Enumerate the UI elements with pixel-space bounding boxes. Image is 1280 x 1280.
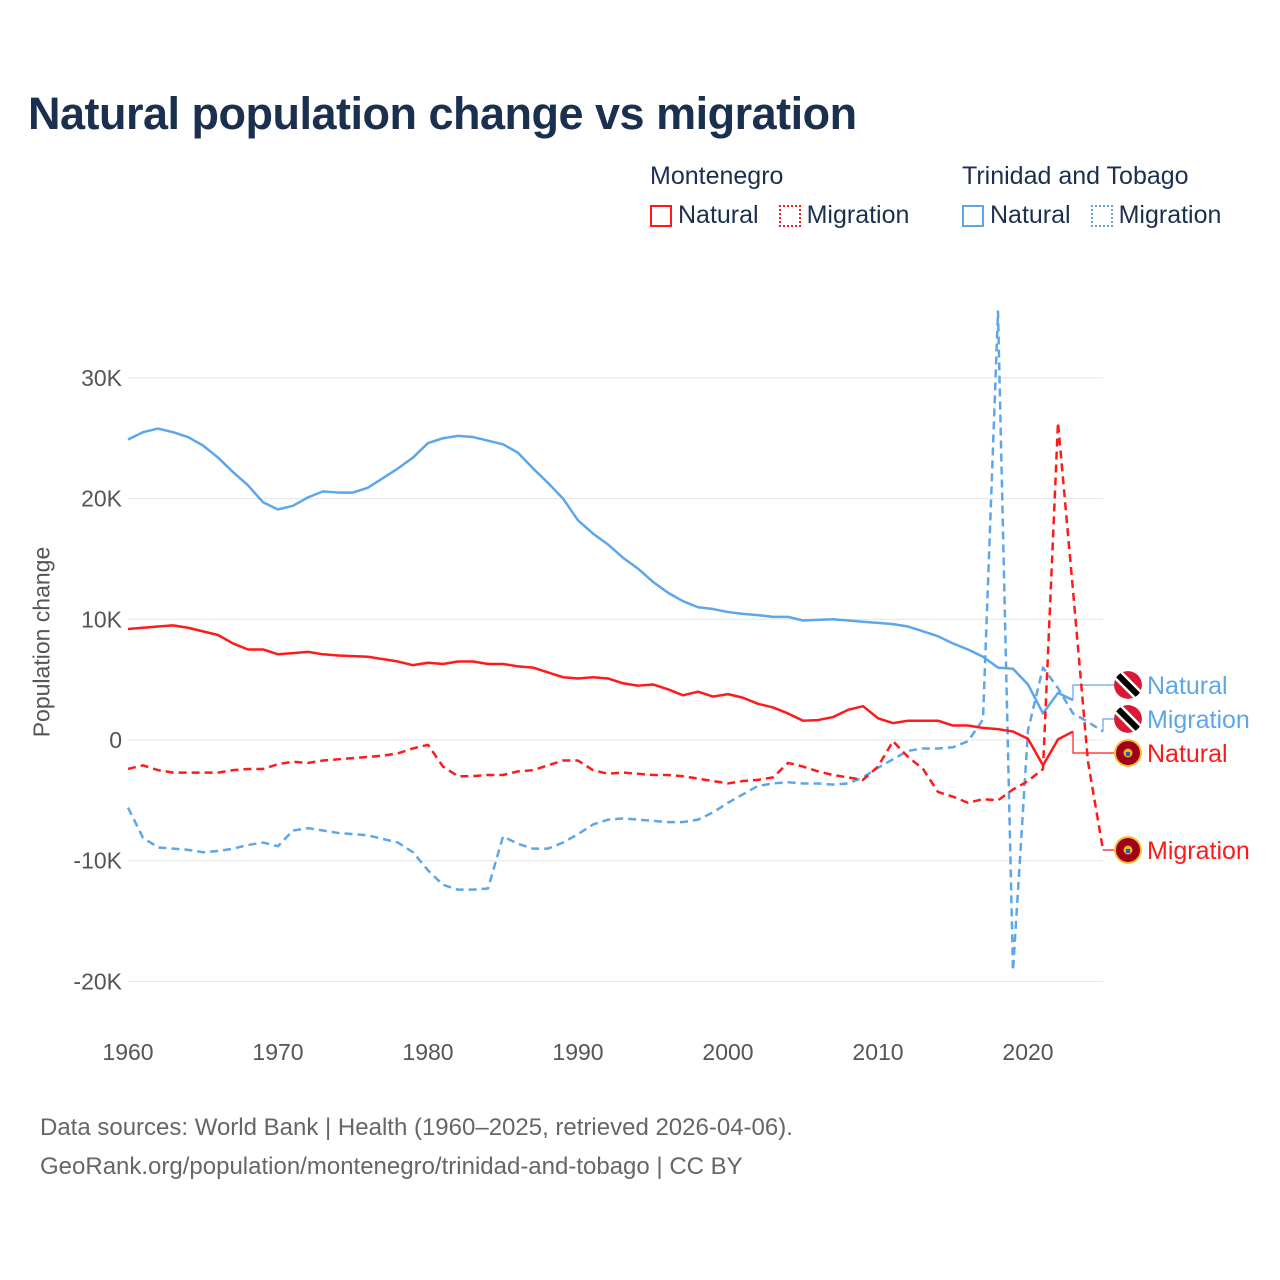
x-tick-label: 1960	[102, 1039, 153, 1065]
label-leader-line	[1072, 684, 1114, 701]
flag-body	[1114, 705, 1142, 733]
legend-item-montenegro-natural[interactable]: Natural	[650, 201, 759, 230]
y-tick-label: 10K	[81, 606, 123, 632]
trinidad-and-tobago-flag-icon	[1114, 705, 1142, 733]
series-end-label: Migration	[1147, 706, 1250, 734]
dotted-swatch-icon	[778, 204, 801, 227]
legend-label: Natural	[990, 201, 1071, 229]
footer: Data sources: World Bank | Health (1960–…	[40, 1108, 793, 1186]
y-tick-label: 30K	[81, 365, 123, 391]
dotted-swatch-icon	[1090, 204, 1113, 227]
legend-item-trinidad-natural[interactable]: Natural	[962, 201, 1071, 230]
series-end-label: Natural	[1147, 740, 1228, 768]
x-tick-label: 2000	[702, 1039, 753, 1065]
series-end-label: Natural	[1147, 672, 1228, 700]
legend-item-montenegro-migration[interactable]: Migration	[778, 201, 910, 230]
legend-item-trinidad-migration[interactable]: Migration	[1090, 201, 1222, 230]
footer-url[interactable]: GeoRank.org/population/montenegro/trinid…	[40, 1153, 743, 1180]
legend-country: Trinidad and Tobago	[962, 162, 1189, 190]
legend-label: Migration	[806, 201, 910, 229]
flag-body	[1114, 671, 1142, 699]
label-leader-line	[1102, 718, 1114, 732]
series-line-trinidad-and-tobago-natural	[127, 427, 1074, 715]
legend-country: Montenegro	[650, 162, 784, 190]
montenegro-flag-icon	[1114, 836, 1142, 864]
legend-label: Migration	[1118, 201, 1222, 229]
series-end-label: Migration	[1147, 837, 1250, 865]
x-tick-label: 2010	[852, 1039, 903, 1065]
x-tick-label: 1970	[252, 1039, 303, 1065]
solid-swatch-icon	[962, 204, 984, 227]
x-tick-label: 1980	[402, 1039, 453, 1065]
series-line-trinidad-and-tobago-migration	[126, 310, 1104, 972]
flag-emblem-shield	[1126, 752, 1130, 756]
trinidad-and-tobago-flag-icon	[1114, 671, 1142, 699]
legend-trinidad: Trinidad and Tobago Natural Migration	[962, 162, 1221, 230]
legend-montenegro: Montenegro Natural Migration	[650, 162, 909, 230]
chart-title: Natural population change vs migration	[28, 88, 857, 139]
y-tick-label: 0	[109, 727, 122, 753]
y-tick-label: -20K	[73, 968, 122, 994]
flag-black-stripe	[1114, 705, 1142, 733]
legend-label: Natural	[678, 201, 759, 229]
x-tick-label: 2020	[1002, 1039, 1053, 1065]
montenegro-flag-icon	[1114, 739, 1142, 767]
flag-black-stripe	[1114, 671, 1142, 699]
series-line-montenegro-migration	[127, 421, 1105, 851]
y-tick-label: 20K	[81, 486, 123, 512]
label-leader-line	[1072, 731, 1114, 754]
x-tick-label: 1990	[552, 1039, 603, 1065]
flag-emblem-shield	[1126, 849, 1130, 853]
solid-swatch-icon	[650, 204, 672, 227]
y-tick-label: -10K	[73, 848, 122, 874]
footer-sources: Data sources: World Bank | Health (1960–…	[40, 1114, 793, 1141]
series-line-montenegro-natural	[127, 624, 1074, 767]
